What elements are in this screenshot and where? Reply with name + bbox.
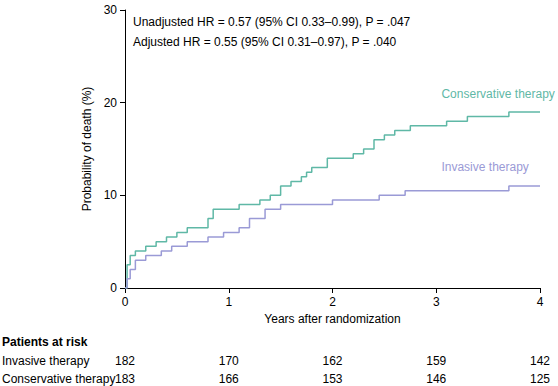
svg-text:Conservative therapy: Conservative therapy <box>2 372 115 386</box>
svg-text:146: 146 <box>426 372 446 386</box>
svg-text:Conservative therapy: Conservative therapy <box>441 87 554 101</box>
svg-text:0: 0 <box>110 281 117 295</box>
svg-text:Invasive therapy: Invasive therapy <box>441 160 528 174</box>
svg-text:0: 0 <box>122 295 129 309</box>
svg-text:142: 142 <box>530 354 550 368</box>
svg-text:Invasive therapy: Invasive therapy <box>2 354 89 368</box>
svg-text:Years after randomization: Years after randomization <box>264 312 400 326</box>
svg-text:125: 125 <box>530 372 550 386</box>
svg-text:153: 153 <box>322 372 342 386</box>
svg-text:166: 166 <box>219 372 239 386</box>
svg-text:183: 183 <box>115 372 135 386</box>
svg-text:Patients at risk: Patients at risk <box>2 335 88 349</box>
svg-text:Adjusted HR = 0.55 (95% CI 0.3: Adjusted HR = 0.55 (95% CI 0.31–0.97), P… <box>133 35 397 49</box>
svg-text:30: 30 <box>104 3 118 17</box>
svg-text:Unadjusted HR = 0.57 (95% CI 0: Unadjusted HR = 0.57 (95% CI 0.33–0.99),… <box>133 15 411 29</box>
svg-text:Probability of death (%): Probability of death (%) <box>80 87 94 212</box>
svg-text:4: 4 <box>537 295 544 309</box>
svg-text:159: 159 <box>426 354 446 368</box>
svg-text:10: 10 <box>104 188 118 202</box>
svg-text:162: 162 <box>322 354 342 368</box>
svg-text:2: 2 <box>329 295 336 309</box>
svg-text:20: 20 <box>104 96 118 110</box>
svg-text:182: 182 <box>115 354 135 368</box>
svg-text:170: 170 <box>219 354 239 368</box>
svg-text:3: 3 <box>433 295 440 309</box>
svg-text:1: 1 <box>225 295 232 309</box>
